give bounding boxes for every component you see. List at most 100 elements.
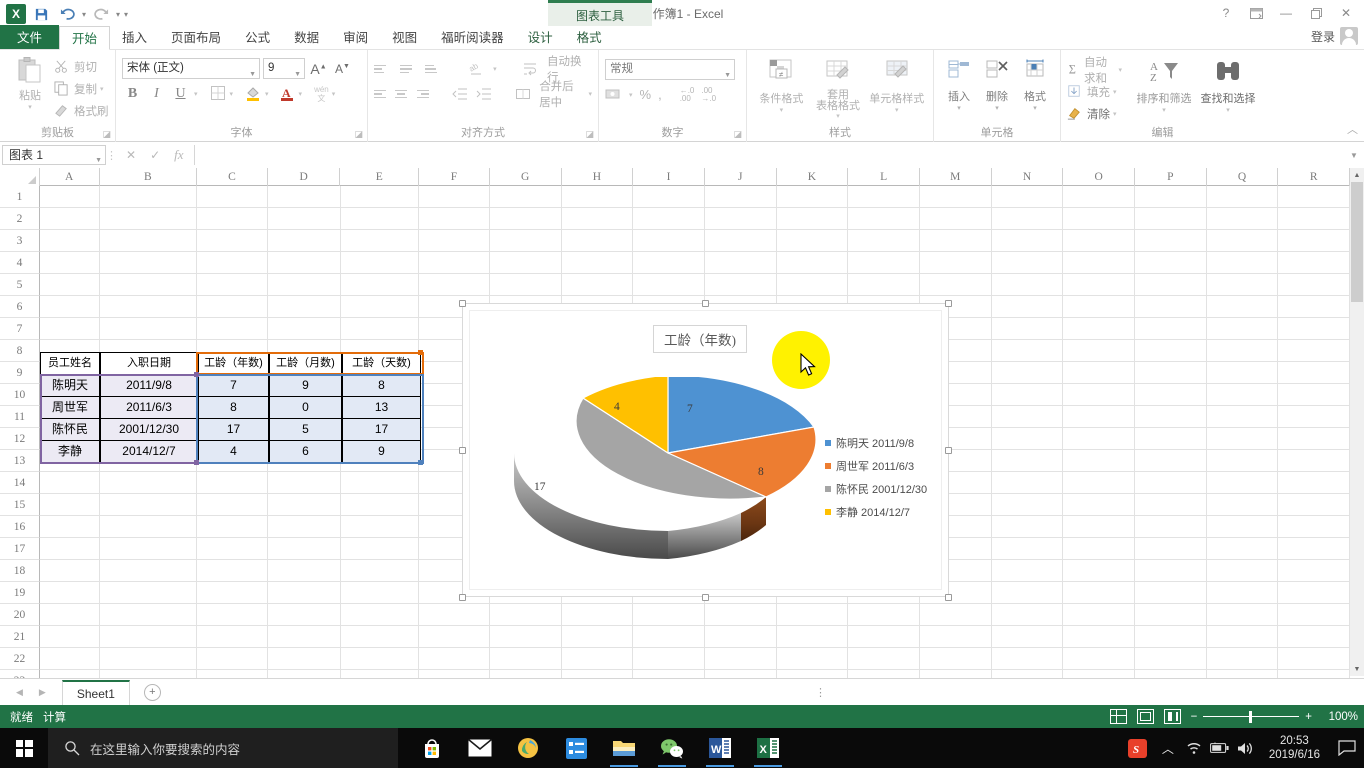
- cell-E20[interactable]: [340, 604, 420, 626]
- cell-B3[interactable]: [99, 230, 198, 252]
- tab-insert[interactable]: 插入: [122, 31, 148, 45]
- cell-C1[interactable]: 工龄（年数): [198, 352, 269, 375]
- column-header-L[interactable]: L: [848, 168, 920, 186]
- merge-dropdown-icon[interactable]: ▾: [588, 91, 593, 98]
- cell-D3[interactable]: 0: [269, 396, 342, 419]
- restore-icon[interactable]: [1302, 2, 1330, 24]
- cell-C5[interactable]: [197, 274, 268, 296]
- cell-E5[interactable]: 9: [342, 440, 421, 463]
- name-box[interactable]: 图表 1 ▼: [2, 145, 106, 165]
- cell-E3[interactable]: [340, 230, 420, 252]
- align-bottom-icon[interactable]: [425, 62, 443, 77]
- cell-B14[interactable]: [99, 472, 198, 494]
- cell-A19[interactable]: [40, 582, 100, 604]
- column-header-G[interactable]: G: [490, 168, 562, 186]
- column-header-I[interactable]: I: [633, 168, 705, 186]
- find-select-dropdown-icon[interactable]: ▾: [1226, 107, 1230, 114]
- browser-icon[interactable]: [508, 728, 548, 768]
- cell-D15[interactable]: [267, 494, 341, 516]
- scroll-up-icon[interactable]: ▲: [1350, 168, 1364, 182]
- cell-P8[interactable]: [1134, 340, 1207, 362]
- cell-Q7[interactable]: [1206, 318, 1279, 340]
- cell-M17[interactable]: [919, 538, 992, 560]
- cell-O12[interactable]: [1063, 428, 1135, 450]
- cell-A3[interactable]: 周世军: [40, 396, 100, 419]
- cell-E5[interactable]: [340, 274, 420, 296]
- cell-M16[interactable]: [919, 516, 992, 538]
- column-header-E[interactable]: E: [340, 168, 420, 186]
- clear-button[interactable]: 清除 ▾: [1067, 103, 1122, 125]
- cell-B3[interactable]: 2011/6/3: [100, 396, 198, 419]
- cell-Q8[interactable]: [1206, 340, 1279, 362]
- tab-data[interactable]: 数据: [294, 31, 320, 45]
- avatar[interactable]: [1340, 27, 1358, 45]
- cell-J5[interactable]: [704, 274, 777, 296]
- insert-cells-button[interactable]: 插入 ▾: [940, 57, 978, 112]
- row-header-16[interactable]: 16: [0, 516, 40, 538]
- cell-O16[interactable]: [1063, 516, 1135, 538]
- cell-M1[interactable]: [919, 186, 992, 208]
- cell-B18[interactable]: [99, 560, 198, 582]
- cell-H2[interactable]: [561, 208, 634, 230]
- cell-N5[interactable]: [991, 274, 1064, 296]
- cell-B2[interactable]: [99, 208, 198, 230]
- cell-A15[interactable]: [40, 494, 100, 516]
- cell-F3[interactable]: [419, 230, 490, 252]
- cell-Q12[interactable]: [1206, 428, 1279, 450]
- bold-button[interactable]: B: [127, 85, 138, 101]
- file-explorer-icon[interactable]: [604, 728, 644, 768]
- cell-K1[interactable]: [776, 186, 849, 208]
- chart-title[interactable]: 工龄（年数): [653, 325, 747, 353]
- resize-handle-ne[interactable]: [418, 350, 423, 355]
- cell-I20[interactable]: [633, 604, 705, 626]
- cell-E1[interactable]: [340, 186, 420, 208]
- zoom-in-icon[interactable]: +: [1305, 710, 1312, 723]
- cell-O9[interactable]: [1063, 362, 1135, 384]
- decrease-decimal-icon[interactable]: ←.0.00: [679, 85, 695, 103]
- paste-dropdown-icon[interactable]: ▾: [28, 104, 32, 111]
- cell-Q21[interactable]: [1206, 626, 1279, 648]
- fill-color-icon[interactable]: [245, 85, 262, 102]
- font-dialog-launcher-icon[interactable]: ◪: [354, 129, 363, 139]
- row-header-11[interactable]: 11: [0, 406, 40, 428]
- column-header-O[interactable]: O: [1063, 168, 1136, 186]
- cell-C21[interactable]: [197, 626, 268, 648]
- cell-H20[interactable]: [561, 604, 634, 626]
- resize-handle-se[interactable]: [418, 460, 423, 465]
- number-format-select[interactable]: 常规 ▼: [605, 58, 735, 80]
- cell-R9[interactable]: [1278, 362, 1350, 384]
- cell-O11[interactable]: [1063, 406, 1135, 428]
- cell-A3[interactable]: [40, 230, 100, 252]
- cell-P6[interactable]: [1134, 296, 1207, 318]
- cell-R14[interactable]: [1278, 472, 1350, 494]
- cell-C22[interactable]: [197, 648, 268, 670]
- cell-N4[interactable]: [991, 252, 1064, 274]
- column-header-F[interactable]: F: [419, 168, 490, 186]
- cell-A2[interactable]: 陈明天: [40, 374, 100, 397]
- expand-formula-bar-icon[interactable]: ▼: [1350, 150, 1358, 160]
- cell-E18[interactable]: [340, 560, 420, 582]
- cell-B4[interactable]: 2001/12/30: [100, 418, 198, 441]
- cell-P10[interactable]: [1134, 384, 1207, 406]
- orientation-icon[interactable]: ab: [467, 61, 486, 78]
- table-format-dropdown-icon[interactable]: ▾: [836, 113, 840, 120]
- cell-C1[interactable]: [197, 186, 268, 208]
- cell-P18[interactable]: [1134, 560, 1207, 582]
- cell-M15[interactable]: [919, 494, 992, 516]
- cell-K20[interactable]: [776, 604, 849, 626]
- cell-E3[interactable]: 13: [342, 396, 421, 419]
- cell-C2[interactable]: 7: [198, 374, 269, 397]
- cell-A21[interactable]: [40, 626, 100, 648]
- cell-N15[interactable]: [991, 494, 1064, 516]
- cell-E7[interactable]: [340, 318, 420, 340]
- cell-N17[interactable]: [991, 538, 1064, 560]
- cell-E6[interactable]: [340, 296, 420, 318]
- cell-O7[interactable]: [1063, 318, 1135, 340]
- cell-P2[interactable]: [1134, 208, 1207, 230]
- cell-P9[interactable]: [1134, 362, 1207, 384]
- cell-O8[interactable]: [1063, 340, 1135, 362]
- confirm-entry-icon[interactable]: ✓: [150, 148, 161, 162]
- row-header-6[interactable]: 6: [0, 296, 40, 318]
- taskbar-clock[interactable]: 20:53 2019/6/16: [1259, 734, 1330, 762]
- cell-E1[interactable]: 工龄（天数): [342, 352, 421, 375]
